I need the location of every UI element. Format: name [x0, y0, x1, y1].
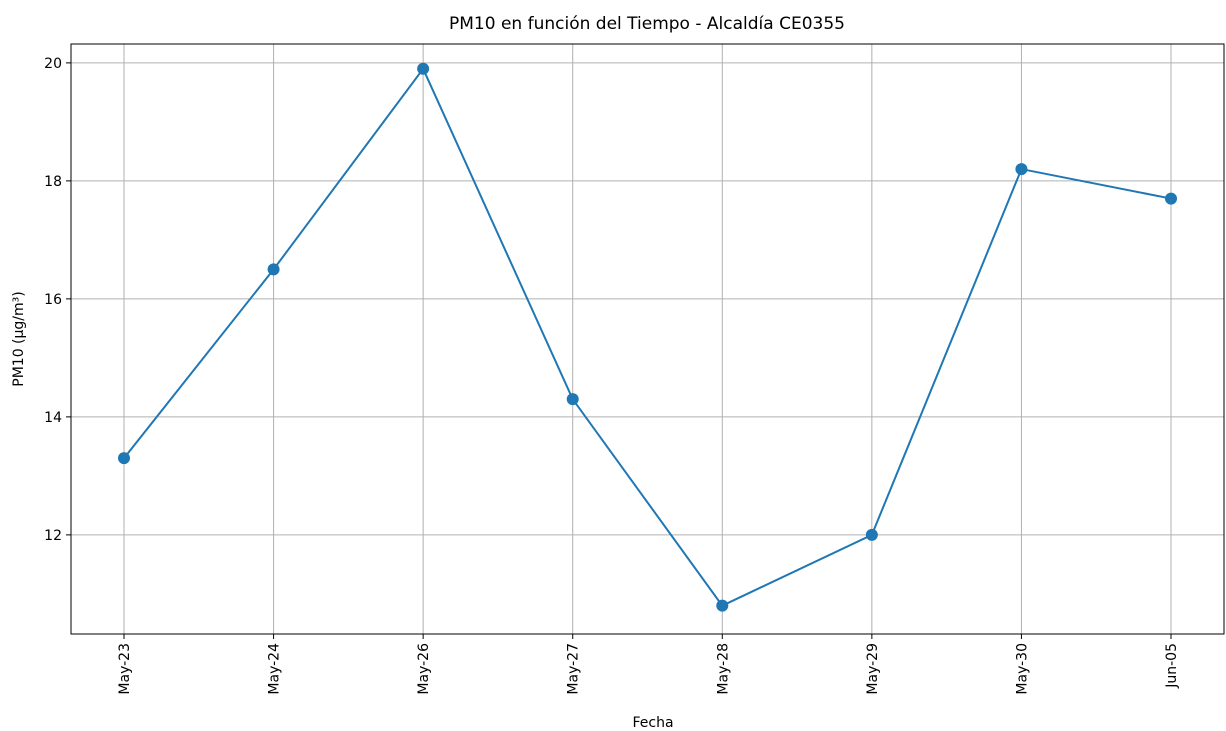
point	[118, 452, 130, 465]
point	[267, 263, 280, 276]
x-tick-label: May-23	[117, 643, 133, 695]
x-tick-label: May-24	[267, 643, 283, 695]
x-tick-label: May-26	[416, 643, 432, 695]
point	[1165, 192, 1177, 205]
y-tick-label: 18	[44, 174, 62, 190]
x-tick-label: Jun-05	[1164, 643, 1180, 689]
y-tick-label: 12	[44, 528, 62, 544]
plot-frame	[70, 43, 1225, 635]
chart-title: PM10 en función del Tiempo - Alcaldía CE…	[449, 14, 845, 34]
point	[1015, 163, 1028, 176]
point	[716, 599, 729, 612]
y-tick-label: 20	[44, 56, 62, 72]
point	[566, 393, 579, 406]
y-axis-label: PM10 (µg/m³)	[11, 291, 27, 386]
x-tick-label: May-29	[865, 643, 881, 695]
x-axis-label: Fecha	[632, 715, 673, 731]
point	[417, 62, 430, 75]
point	[865, 528, 878, 541]
line	[123, 66, 1172, 607]
y-tick-label: 16	[44, 292, 62, 308]
x-tick-label: May-27	[566, 643, 582, 695]
x-tick-label: May-28	[715, 643, 731, 695]
y-tick-label: 14	[44, 410, 62, 426]
x-tick-label: May-30	[1014, 643, 1030, 695]
